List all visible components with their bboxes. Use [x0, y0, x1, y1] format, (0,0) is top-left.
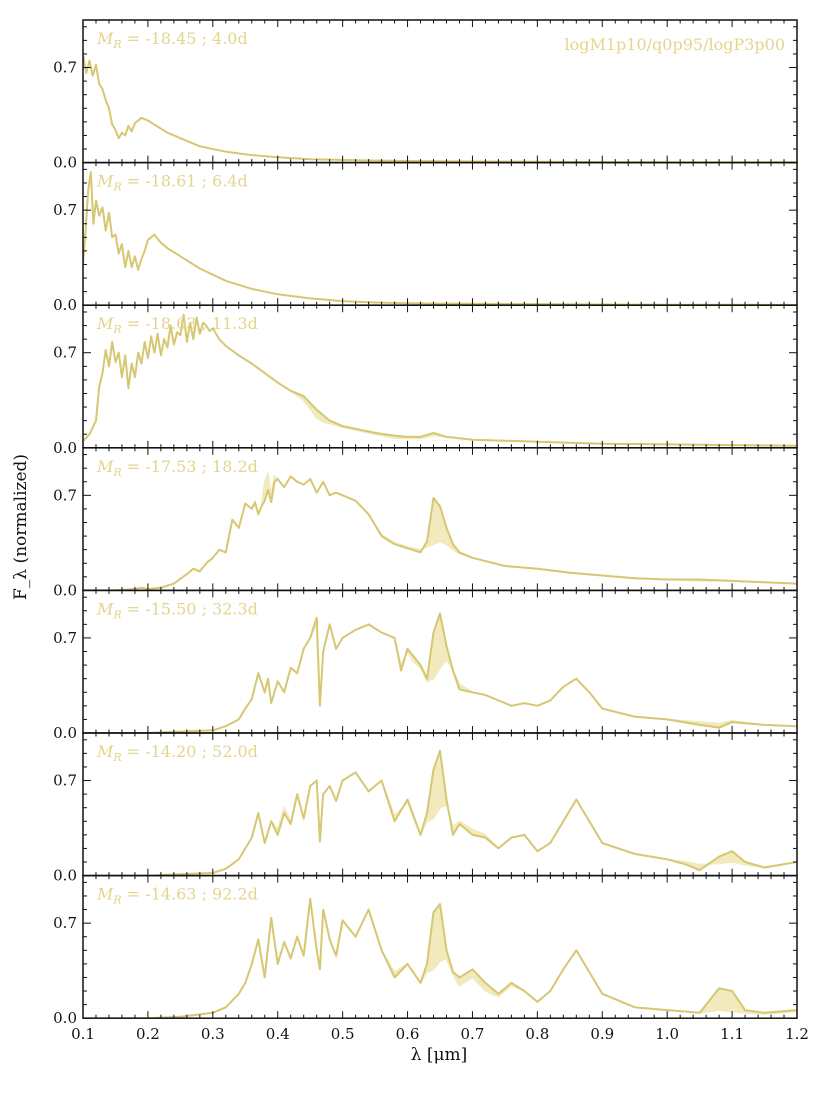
y-tick-label: 0.0 [53, 867, 77, 885]
x-tick-label: 1.1 [720, 1025, 744, 1043]
x-tick-label: 0.1 [71, 1025, 95, 1043]
magnitude-subscript: R [112, 38, 121, 51]
panel-plot-area [83, 897, 797, 1019]
y-tick-label: 0.7 [53, 59, 77, 77]
panel-label: MR = -15.50 ; 32.3d [96, 599, 258, 621]
panel-frame [82, 874, 798, 1019]
spectrum-variation-band [83, 613, 797, 733]
panel-4: 0.0 0.7 MR = -17.53 ; 18.2d [53, 447, 798, 599]
spectrum-line [83, 475, 797, 591]
panel-label: MR = -14.63 ; 92.2d [96, 885, 258, 907]
magnitude-subscript: R [112, 751, 121, 764]
x-axis: 0.1 0.2 0.3 0.4 0.5 0.6 0.7 0.8 0.9 1.0 1.1 1.2 [71, 1025, 809, 1043]
panel-label-values: = -14.63 ; 92.2d [122, 885, 258, 904]
x-tick-label: 1.0 [655, 1025, 679, 1043]
spectrum-variation-band [83, 314, 797, 446]
y-tick-label: 0.7 [53, 201, 77, 219]
magnitude-symbol: M [96, 885, 114, 904]
panel-label: MR = -14.20 ; 52.0d [96, 742, 258, 764]
spectrum-line [83, 313, 797, 447]
magnitude-subscript: R [112, 608, 121, 621]
panel-2: 0.0 0.7 MR = -18.61 ; 6.4d [53, 161, 798, 314]
x-tick-label: 0.6 [396, 1025, 420, 1043]
y-tick-label: 0.0 [53, 724, 77, 742]
magnitude-symbol: M [96, 172, 114, 191]
panel-label-values: = -15.50 ; 32.3d [122, 599, 258, 618]
x-tick-label: 0.7 [461, 1025, 485, 1043]
magnitude-symbol: M [96, 457, 114, 476]
panel-label-values: = -18.63 ; 11.3d [122, 314, 258, 333]
x-axis-title: λ [μm] [411, 1045, 468, 1065]
spectrum-line [83, 897, 797, 1019]
panel-6: 0.0 0.7 MR = -14.20 ; 52.0d [53, 732, 798, 885]
x-tick-label: 0.3 [201, 1025, 225, 1043]
spectrum-line [83, 749, 797, 876]
spectrum-line [83, 171, 797, 306]
panel-label-values: = -18.61 ; 6.4d [122, 172, 248, 191]
spectrum-line [83, 53, 797, 163]
y-tick-label: 0.7 [53, 914, 77, 932]
x-tick-label: 0.5 [331, 1025, 355, 1043]
y-tick-label: 0.7 [53, 486, 77, 504]
magnitude-subscript: R [112, 323, 121, 336]
y-tick-label: 0.7 [53, 629, 77, 647]
y-tick-label: 0.7 [53, 344, 77, 362]
panel-plot-area [83, 313, 797, 447]
magnitude-symbol: M [96, 29, 114, 48]
spectrum-line [83, 612, 797, 734]
spectrum-alt-line [83, 314, 797, 447]
y-tick-label: 0.0 [53, 1009, 77, 1027]
panel-5: 0.0 0.7 MR = -15.50 ; 32.3d [53, 589, 798, 742]
magnitude-subscript: R [112, 466, 121, 479]
spectrum-variation-band [115, 473, 797, 591]
y-tick-label: 0.0 [53, 296, 77, 314]
panel-label: MR = -18.63 ; 11.3d [96, 314, 258, 336]
panel-plot-area [83, 53, 797, 163]
panel-plot-area [83, 470, 797, 591]
panel-3: 0.0 0.7 MR = -18.63 ; 11.3d [53, 304, 798, 457]
x-tick-label: 0.9 [590, 1025, 614, 1043]
x-tick-label: 1.2 [785, 1025, 809, 1043]
spectrum-variation-band [147, 898, 797, 1019]
panel-plot-area [83, 171, 797, 306]
magnitude-subscript: R [112, 894, 121, 907]
panels-group: 0.00.7MR = -18.45 ; 4.0d0.00.7MR = -18.6… [53, 19, 798, 1027]
magnitude-symbol: M [96, 742, 114, 761]
magnitude-symbol: M [96, 314, 114, 333]
panel-label-values: = -17.53 ; 18.2d [122, 457, 258, 476]
y-tick-label: 0.0 [53, 581, 77, 599]
panel-label: MR = -17.53 ; 18.2d [96, 457, 258, 479]
spectrum-variation-band [83, 750, 797, 876]
panel-label-values: = -14.20 ; 52.0d [122, 742, 258, 761]
y-axis-title: F_λ (normalized) [11, 454, 31, 600]
panel-label-values: = -18.45 ; 4.0d [122, 29, 248, 48]
x-tick-label: 0.8 [525, 1025, 549, 1043]
y-tick-label: 0.7 [53, 772, 77, 790]
panel-7: 0.0 0.7 MR = -14.63 ; 92.2d [53, 874, 798, 1027]
magnitude-symbol: M [96, 599, 114, 618]
panel-plot-area [83, 749, 797, 876]
x-tick-label: 0.4 [266, 1025, 290, 1043]
panel-plot-area [83, 612, 797, 734]
y-tick-label: 0.0 [53, 439, 77, 457]
panel-label: MR = -18.45 ; 4.0d [96, 29, 248, 51]
panel-label: MR = -18.61 ; 6.4d [96, 172, 248, 194]
y-tick-label: 0.0 [53, 154, 77, 172]
magnitude-subscript: R [112, 181, 121, 194]
x-tick-label: 0.2 [136, 1025, 160, 1043]
model-label: logM1p10/q0p95/logP3p00 [565, 35, 786, 54]
